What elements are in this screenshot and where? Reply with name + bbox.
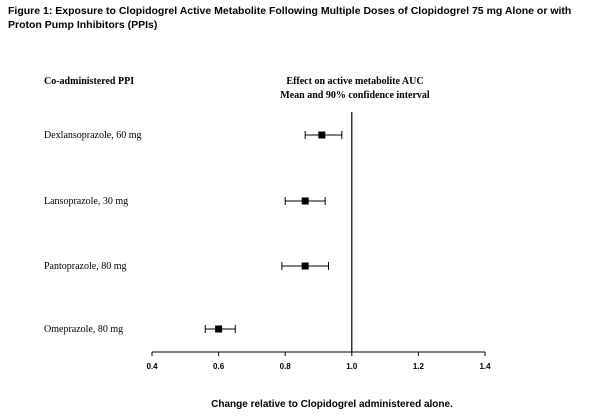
x-axis-label: Change relative to Clopidogrel administe… (211, 399, 453, 410)
row-label: Lansoprazole, 30 mg (44, 196, 128, 207)
mean-marker (215, 325, 223, 333)
column-header-effect-line2: Mean and 90% confidence interval (280, 90, 430, 101)
x-tick-label: 1.0 (346, 362, 358, 371)
x-tick-label: 1.4 (479, 362, 491, 371)
row-label: Dexlansoprazole, 60 mg (44, 130, 141, 141)
x-tick-label: 1.2 (413, 362, 425, 371)
row-label: Pantoprazole, 80 mg (44, 261, 126, 272)
x-tick-label: 0.6 (213, 362, 225, 371)
x-tick-label: 0.4 (146, 362, 158, 371)
mean-marker (301, 262, 309, 270)
column-header-effect-line1: Effect on active metabolite AUC (286, 76, 423, 87)
column-header-ppi: Co-administered PPI (44, 76, 134, 87)
mean-marker (318, 131, 326, 139)
x-tick-label: 0.8 (280, 362, 292, 371)
row-label: Omeprazole, 80 mg (44, 324, 123, 335)
figure-title: Figure 1: Exposure to Clopidogrel Active… (8, 5, 572, 31)
mean-marker (301, 197, 309, 205)
